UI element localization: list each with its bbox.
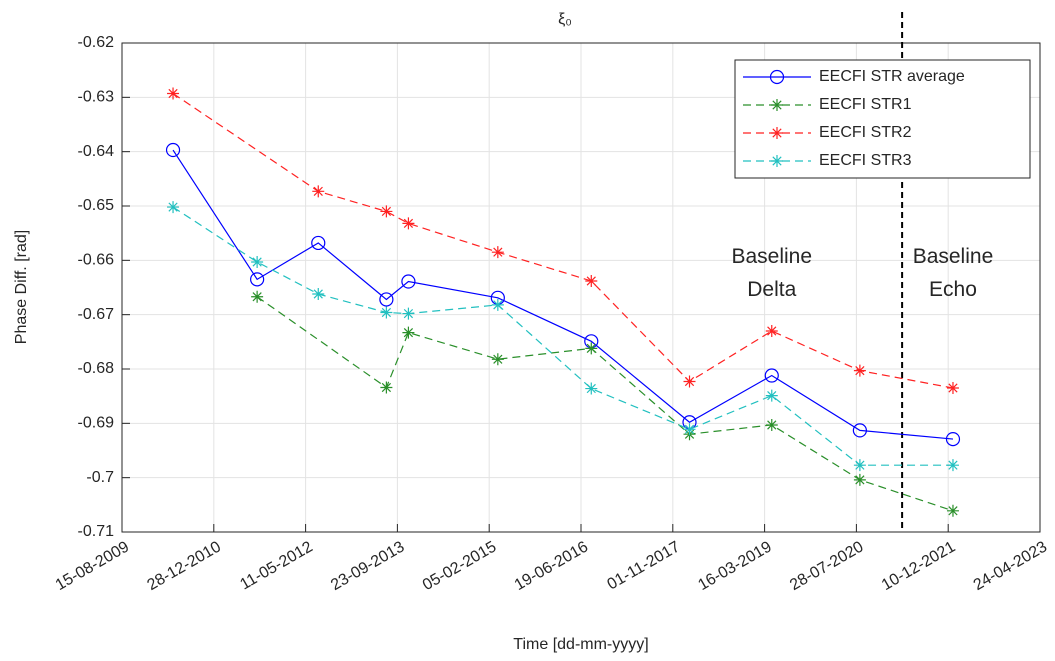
x-tick-label: 28-07-2020: [787, 538, 866, 594]
legend-marker: [771, 155, 783, 167]
legend-marker: [771, 99, 783, 111]
x-tick-label: 01-11-2017: [605, 538, 683, 593]
data-point: [853, 473, 866, 486]
data-point: [167, 201, 180, 214]
data-point: [683, 375, 696, 388]
data-point: [250, 272, 265, 287]
y-tick-label: -0.67: [78, 306, 115, 323]
data-point: [765, 418, 778, 431]
data-point: [946, 382, 959, 395]
series-line: [172, 93, 954, 389]
data-point: [585, 382, 598, 395]
legend-marker: [769, 69, 785, 85]
data-point: [312, 185, 325, 198]
data-point: [402, 326, 415, 339]
y-tick-label: -0.7: [86, 469, 114, 486]
y-tick-label: -0.71: [78, 523, 115, 540]
annotation: Delta: [747, 278, 796, 301]
data-point: [765, 389, 778, 402]
annotation: Baseline: [731, 245, 812, 268]
annotation: Baseline: [913, 245, 994, 268]
y-tick-label: -0.68: [78, 360, 115, 377]
axes-box: [121, 42, 1041, 533]
x-tick-label: 16-03-2019: [695, 538, 774, 594]
data-point: [946, 459, 959, 472]
legend-label: EECFI STR2: [819, 124, 912, 141]
legend-label: EECFI STR3: [819, 152, 912, 169]
x-tick-label: 28-12-2010: [145, 538, 224, 594]
y-tick-label: -0.66: [78, 252, 115, 269]
data-point: [167, 87, 180, 100]
data-point: [765, 324, 778, 337]
data-point: [165, 142, 181, 158]
chart-title: ξ₀: [558, 11, 572, 28]
x-axis-label: Time [dd-mm-yyyy]: [513, 636, 648, 653]
data-point: [853, 364, 866, 377]
data-point: [585, 274, 598, 287]
y-tick-label: -0.64: [78, 143, 115, 160]
data-point: [852, 423, 867, 438]
legend-label: EECFI STR1: [819, 96, 912, 113]
series-line: [172, 149, 954, 440]
data-point: [945, 431, 961, 447]
x-tick-label: 15-08-2009: [53, 538, 132, 594]
data-point: [402, 217, 415, 230]
x-tick-label: 23-09-2013: [328, 538, 407, 594]
y-axis-label: Phase Diff. [rad]: [13, 230, 30, 344]
y-tick-label: -0.63: [78, 89, 115, 106]
x-tick-label: 19-06-2016: [512, 538, 591, 594]
data-point: [380, 306, 393, 319]
data-point: [946, 504, 959, 517]
data-point: [764, 368, 779, 383]
data-point: [401, 274, 416, 289]
data-point: [491, 298, 504, 311]
legend-box: [734, 59, 1031, 179]
data-point: [379, 292, 394, 307]
annotation: Echo: [929, 278, 977, 301]
x-tick-label: 24-04-2023: [971, 538, 1050, 594]
data-point: [380, 205, 393, 218]
legend-marker: [771, 127, 783, 139]
x-tick-label: 05-02-2015: [420, 538, 499, 594]
x-tick-label: 11-05-2012: [237, 538, 315, 593]
y-tick-label: -0.69: [78, 415, 115, 432]
data-point: [251, 290, 264, 303]
data-point: [311, 235, 326, 251]
y-tick-label: -0.65: [78, 197, 115, 214]
data-point: [853, 459, 866, 472]
data-point: [380, 381, 393, 394]
data-point: [491, 353, 504, 366]
data-point: [585, 342, 598, 355]
data-point: [683, 423, 696, 436]
data-point: [402, 307, 415, 320]
legend-label: EECFI STR average: [819, 68, 965, 85]
data-point: [491, 246, 504, 259]
data-point: [251, 255, 264, 268]
x-tick-label: 10-12-2021: [879, 538, 958, 594]
data-point: [312, 288, 325, 301]
y-tick-label: -0.62: [78, 34, 115, 51]
